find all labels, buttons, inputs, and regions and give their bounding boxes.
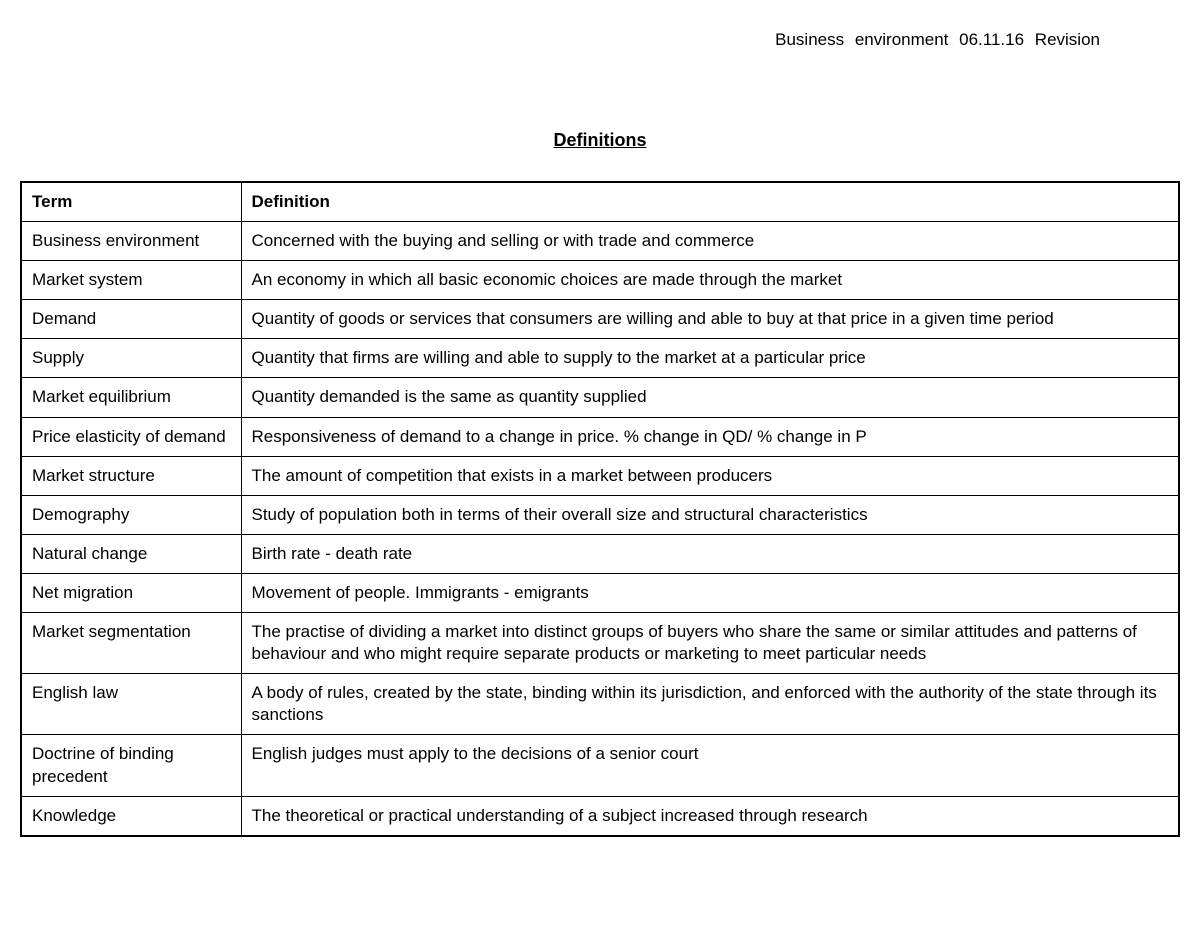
table-row: DemographyStudy of population both in te… <box>21 495 1179 534</box>
table-row: KnowledgeThe theoretical or practical un… <box>21 796 1179 836</box>
page-header: Business environment 06.11.16 Revision <box>20 30 1180 50</box>
table-cell-term: Market equilibrium <box>21 378 241 417</box>
table-cell-term: English law <box>21 674 241 735</box>
table-cell-term: Market segmentation <box>21 613 241 674</box>
table-cell-definition: Quantity demanded is the same as quantit… <box>241 378 1179 417</box>
table-cell-term: Price elasticity of demand <box>21 417 241 456</box>
table-cell-definition: An economy in which all basic economic c… <box>241 261 1179 300</box>
table-row: Doctrine of binding precedentEnglish jud… <box>21 735 1179 796</box>
table-cell-term: Doctrine of binding precedent <box>21 735 241 796</box>
table-row: Business environmentConcerned with the b… <box>21 222 1179 261</box>
table-row: Net migrationMovement of people. Immigra… <box>21 573 1179 612</box>
table-cell-term: Net migration <box>21 573 241 612</box>
header-date: 06.11.16 <box>959 30 1024 49</box>
header-subject: Business environment <box>775 30 948 49</box>
table-cell-term: Market system <box>21 261 241 300</box>
table-cell-term: Knowledge <box>21 796 241 836</box>
header-label: Revision <box>1035 30 1100 49</box>
table-row: Market equilibriumQuantity demanded is t… <box>21 378 1179 417</box>
table-cell-definition: Responsiveness of demand to a change in … <box>241 417 1179 456</box>
table-cell-definition: Concerned with the buying and selling or… <box>241 222 1179 261</box>
table-row: SupplyQuantity that firms are willing an… <box>21 339 1179 378</box>
table-cell-definition: Quantity of goods or services that consu… <box>241 300 1179 339</box>
table-cell-term: Natural change <box>21 534 241 573</box>
table-row: Price elasticity of demandResponsiveness… <box>21 417 1179 456</box>
table-cell-term: Supply <box>21 339 241 378</box>
column-header-definition: Definition <box>241 182 1179 222</box>
table-cell-term: Demand <box>21 300 241 339</box>
table-cell-definition: Study of population both in terms of the… <box>241 495 1179 534</box>
page-title: Definitions <box>20 130 1180 151</box>
table-cell-definition: Movement of people. Immigrants - emigran… <box>241 573 1179 612</box>
table-row: English lawA body of rules, created by t… <box>21 674 1179 735</box>
table-cell-definition: The practise of dividing a market into d… <box>241 613 1179 674</box>
definitions-table: Term Definition Business environmentConc… <box>20 181 1180 837</box>
table-row: Market segmentationThe practise of divid… <box>21 613 1179 674</box>
table-cell-term: Business environment <box>21 222 241 261</box>
table-row: Natural changeBirth rate - death rate <box>21 534 1179 573</box>
table-cell-definition: A body of rules, created by the state, b… <box>241 674 1179 735</box>
table-cell-definition: English judges must apply to the decisio… <box>241 735 1179 796</box>
table-cell-term: Market structure <box>21 456 241 495</box>
column-header-term: Term <box>21 182 241 222</box>
table-row: DemandQuantity of goods or services that… <box>21 300 1179 339</box>
table-cell-definition: The amount of competition that exists in… <box>241 456 1179 495</box>
table-body: Business environmentConcerned with the b… <box>21 222 1179 836</box>
table-row: Market structureThe amount of competitio… <box>21 456 1179 495</box>
table-cell-definition: The theoretical or practical understandi… <box>241 796 1179 836</box>
table-cell-definition: Birth rate - death rate <box>241 534 1179 573</box>
table-row: Market systemAn economy in which all bas… <box>21 261 1179 300</box>
table-header-row: Term Definition <box>21 182 1179 222</box>
table-cell-definition: Quantity that firms are willing and able… <box>241 339 1179 378</box>
table-cell-term: Demography <box>21 495 241 534</box>
